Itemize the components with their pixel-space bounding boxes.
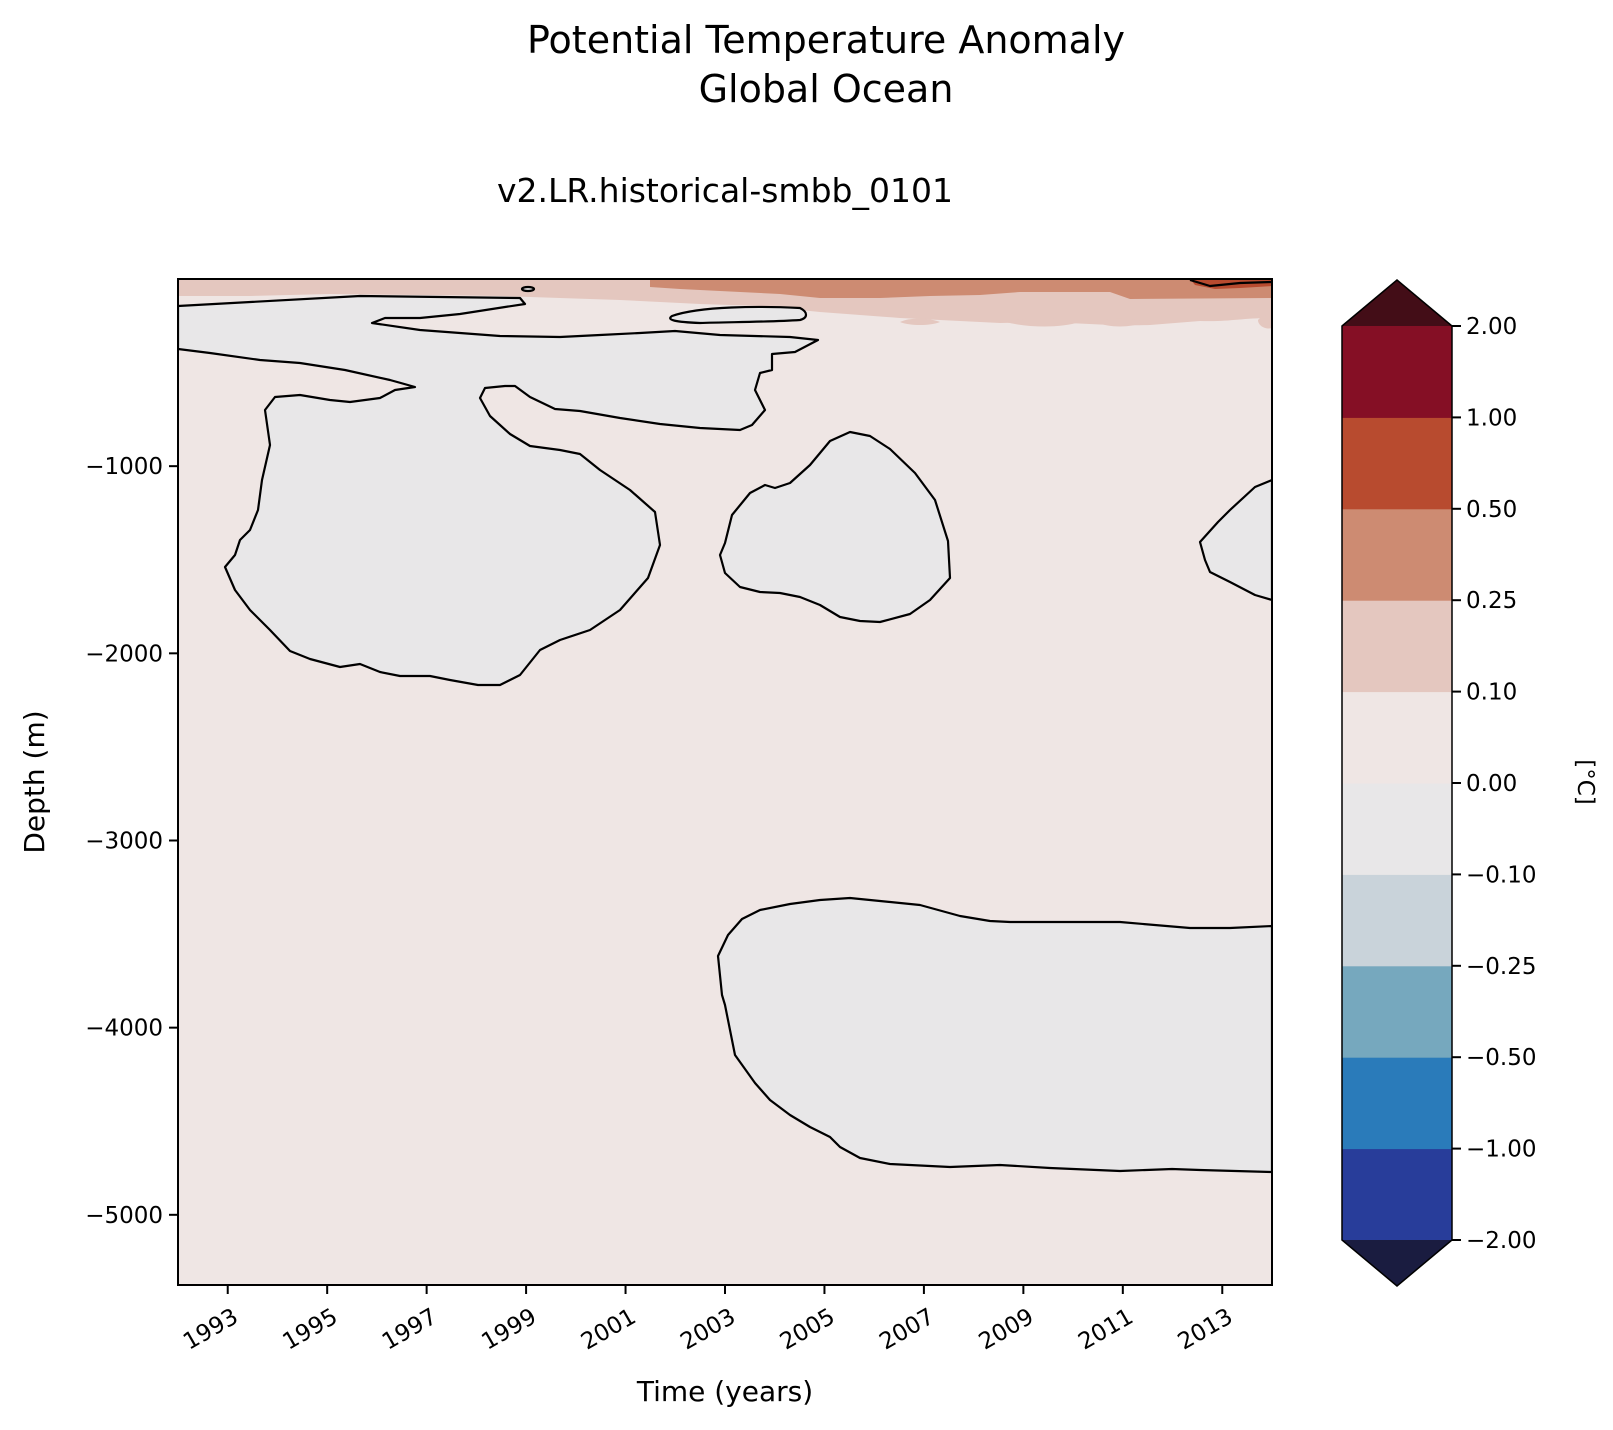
surface-warm-spot-3 <box>1095 318 1145 327</box>
y-axis-label: Depth (m) <box>18 710 51 853</box>
x-axis: 1993 1995 1997 1999 2001 2003 2005 2007 2009 2011… <box>179 1285 1237 1355</box>
colorbar-segment <box>1342 1148 1452 1241</box>
colorbar-tick-label: −0.50 <box>1466 1045 1536 1071</box>
y-axis: −1000 −2000 −3000 −4000 −5000 <box>85 454 178 1229</box>
surface-warm-band-medium <box>650 279 1272 299</box>
x-tick-label: 1995 <box>278 1304 342 1356</box>
y-tick-label: −4000 <box>85 1016 163 1042</box>
x-tick-label: 1999 <box>477 1304 541 1356</box>
x-tick-label: 2011 <box>1074 1304 1138 1356</box>
colorbar-segment <box>1342 1057 1452 1150</box>
colorbar: −2.00 −1.00 −0.50 −0.25 −0.10 0.00 0.10 0.25 0.5… <box>1341 279 1536 1287</box>
x-tick-label: 2001 <box>577 1304 641 1356</box>
surface-warm-spot-2 <box>1005 318 1080 327</box>
colorbar-tick-label: 0.00 <box>1466 771 1517 797</box>
y-tick-label: −3000 <box>85 828 163 854</box>
surface-warm-spot-1 <box>900 318 940 325</box>
cool-lens-2002 <box>669 305 808 325</box>
colorbar-tick-label: −2.00 <box>1466 1228 1536 1254</box>
tiny-cool-spot <box>520 285 536 293</box>
x-tick-label: 2003 <box>676 1304 740 1356</box>
deep-cool-region <box>716 896 1272 1174</box>
plot-area <box>178 279 1272 1285</box>
cool-lens-2004 <box>718 430 952 624</box>
zero-contours <box>178 279 1272 1174</box>
surface-contour-2013 <box>1189 279 1272 288</box>
surface-warm-spot-4 <box>1258 315 1272 329</box>
shallow-cool-band <box>178 294 820 687</box>
colorbar-tick-label: 0.10 <box>1466 680 1517 706</box>
colorbar-tick-label: −1.00 <box>1466 1137 1536 1163</box>
colorbar-segment <box>1342 783 1452 875</box>
x-tick-label: 2013 <box>1174 1304 1238 1356</box>
chart-title-line-1: Potential Temperature Anomaly <box>527 18 1125 62</box>
x-tick-label: 1997 <box>378 1304 442 1356</box>
cool-lens-2013 <box>1198 478 1272 602</box>
colorbar-label: [°C] <box>1572 759 1598 805</box>
x-axis-label: Time (years) <box>636 1375 813 1408</box>
colorbar-extend-max <box>1342 280 1452 326</box>
colorbar-segment <box>1342 600 1452 693</box>
chart-subtitle: v2.LR.historical-smbb_0101 <box>497 171 953 210</box>
colorbar-segment <box>1342 965 1452 1058</box>
x-tick-label: 2009 <box>975 1304 1039 1356</box>
colorbar-tick-label: 0.50 <box>1466 497 1517 523</box>
y-tick-label: −2000 <box>85 641 163 667</box>
colorbar-segment <box>1342 417 1452 510</box>
colorbar-tick-label: −0.25 <box>1466 954 1536 980</box>
x-tick-label: 1993 <box>179 1304 243 1356</box>
colorbar-extend-min <box>1342 1240 1452 1286</box>
colorbar-tick-label: 1.00 <box>1466 405 1517 431</box>
colorbar-tick-label: 0.25 <box>1466 588 1517 614</box>
colorbar-segment <box>1342 874 1452 967</box>
y-tick-label: −1000 <box>85 454 163 480</box>
colorbar-tick-label: 2.00 <box>1466 314 1517 340</box>
x-tick-label: 2007 <box>875 1304 939 1356</box>
x-tick-label: 2005 <box>776 1304 840 1356</box>
y-tick-label: −5000 <box>85 1203 163 1229</box>
colorbar-segment <box>1342 326 1452 418</box>
chart-title-line-2: Global Ocean <box>699 67 954 111</box>
colorbar-segment <box>1342 508 1452 601</box>
colorbar-segment <box>1342 691 1452 784</box>
colorbar-tick-label: −0.10 <box>1466 862 1536 888</box>
